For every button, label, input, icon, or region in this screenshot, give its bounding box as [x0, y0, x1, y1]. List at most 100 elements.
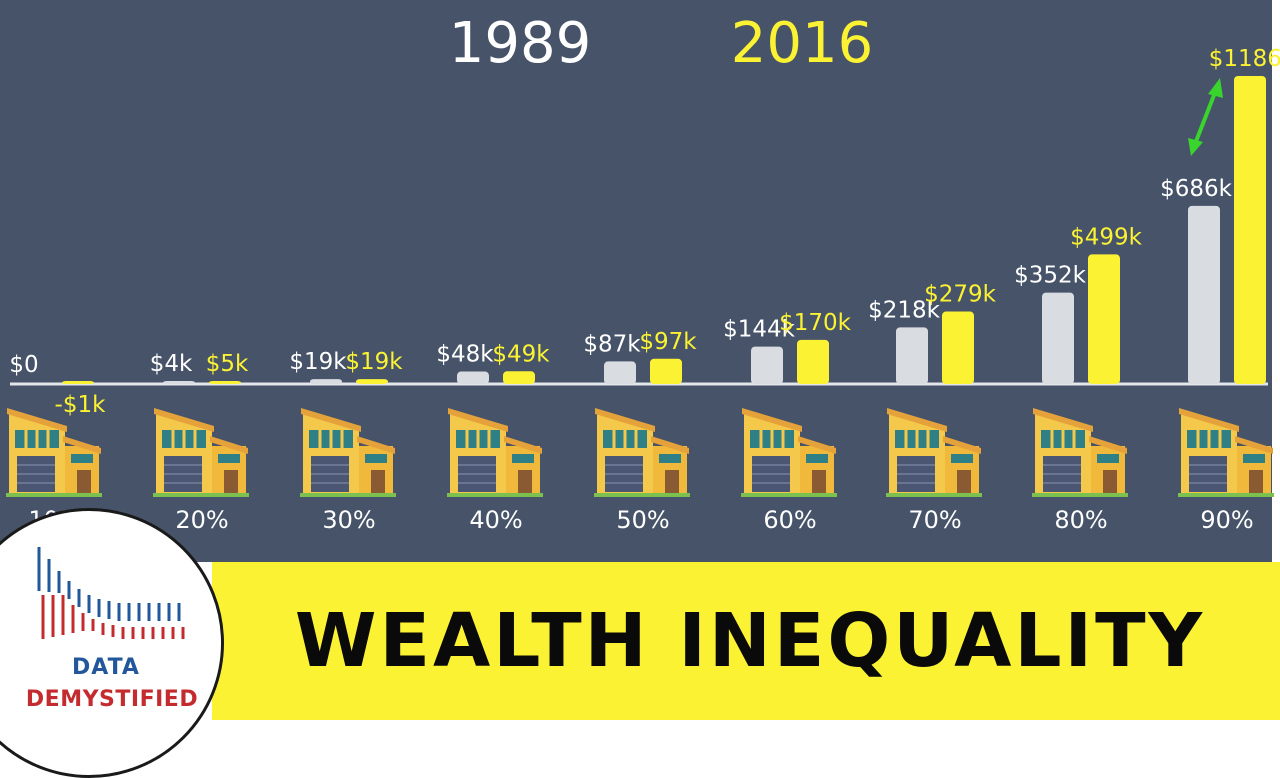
house-icon-side-roof: [63, 436, 101, 454]
label-1989-2: $19k: [289, 349, 347, 375]
house-icon: [1178, 408, 1274, 497]
label-2016-5: $170k: [779, 310, 852, 336]
house-icon-side-window: [659, 454, 681, 463]
label-1989-8: $686k: [1160, 176, 1233, 202]
house-icon-side-roof: [798, 436, 836, 454]
legend-2016: 2016: [731, 11, 874, 76]
house-icon-side-roof: [1089, 436, 1127, 454]
house-icon-side-window: [512, 454, 534, 463]
label-2016-6: $279k: [924, 282, 997, 308]
house-icon: [153, 408, 249, 497]
house-icon-main-roof: [1179, 408, 1239, 432]
house-icon-side-roof: [210, 436, 248, 454]
house-icon-grass: [1032, 493, 1128, 497]
house-icon: [594, 408, 690, 497]
label-2016-0: -$1k: [55, 392, 107, 418]
house-icon-grass: [1178, 493, 1274, 497]
tick-label-2: 30%: [322, 506, 375, 534]
label-1989-5: $144k: [723, 317, 796, 343]
house-icon-door: [224, 470, 238, 494]
bar-2016-8: [1234, 76, 1266, 384]
label-2016-7: $499k: [1070, 224, 1143, 250]
label-2016-8: $1186k: [1209, 46, 1280, 72]
house-icon-side-window: [365, 454, 387, 463]
label-1989-7: $352k: [1014, 263, 1087, 289]
house-icon-side-window: [71, 454, 93, 463]
house-icon: [447, 408, 543, 497]
label-2016-2: $19k: [345, 349, 403, 375]
house-icon-side-roof: [504, 436, 542, 454]
house-icon-door: [371, 470, 385, 494]
tick-label-4: 50%: [616, 506, 669, 534]
bar-1989-3: [457, 371, 489, 384]
bar-2016-2: [356, 379, 388, 384]
house-icon-grass: [300, 493, 396, 497]
arrow-shaft: [1193, 89, 1218, 145]
bar-1989-7: [1042, 292, 1074, 384]
house-icon-main-roof: [887, 408, 947, 432]
arrow-head-up: [1208, 78, 1223, 98]
logo-line1: DATA: [72, 655, 140, 680]
house-icon-door: [518, 470, 532, 494]
label-1989-0: $0: [9, 352, 38, 378]
house-icon: [6, 408, 102, 497]
house-icon-grass: [886, 493, 982, 497]
house-icon-main-roof: [7, 408, 67, 432]
logo-line2: DEMYSTIFIED: [25, 687, 199, 712]
data-demystified-logo: DATA DEMYSTIFIED: [0, 508, 224, 778]
label-2016-4: $97k: [639, 329, 697, 355]
house-icon-grass: [741, 493, 837, 497]
bar-2016-1: [209, 381, 241, 384]
bar-2016-6: [942, 311, 974, 384]
house-icon-grass: [447, 493, 543, 497]
house-icon-door: [957, 470, 971, 494]
bar-2016-3: [503, 371, 535, 384]
chart-panel: 19892016$0-$1k10%$4k$5k20%$19k$19k30%$48…: [0, 0, 1280, 562]
label-1989-6: $218k: [868, 297, 941, 323]
legend-1989: 1989: [449, 11, 592, 76]
title-banner: WEALTH INEQUALITY: [212, 562, 1280, 720]
bar-1989-8: [1188, 205, 1220, 384]
house-icon-side-window: [951, 454, 973, 463]
house-icon-main-roof: [742, 408, 802, 432]
bar-1989-1: [163, 381, 195, 384]
bar-2016-0: [62, 381, 94, 384]
banner-title: WEALTH INEQUALITY: [294, 598, 1206, 684]
label-2016-1: $5k: [206, 351, 249, 377]
tick-label-7: 80%: [1054, 506, 1107, 534]
bar-2016-5: [797, 339, 829, 384]
house-icon-grass: [153, 493, 249, 497]
house-icon-side-roof: [357, 436, 395, 454]
label-2016-3: $49k: [492, 341, 550, 367]
tick-label-5: 60%: [763, 506, 816, 534]
house-icon-side-window: [1243, 454, 1265, 463]
house-icon-door: [665, 470, 679, 494]
tick-label-1: 20%: [175, 506, 228, 534]
arrow-head-down: [1188, 138, 1203, 156]
label-1989-3: $48k: [436, 342, 494, 368]
label-1989-1: $4k: [150, 351, 193, 377]
label-1989-4: $87k: [583, 331, 641, 357]
bar-2016-7: [1088, 254, 1120, 384]
house-icon: [886, 408, 982, 497]
bar-1989-5: [751, 346, 783, 384]
house-icon: [300, 408, 396, 497]
house-icon-grass: [594, 493, 690, 497]
house-icon-side-window: [806, 454, 828, 463]
house-icon-main-roof: [1033, 408, 1093, 432]
inequality-arrow-icon: [1188, 78, 1223, 156]
house-icon-door: [812, 470, 826, 494]
house-icon-door: [1103, 470, 1117, 494]
house-icon-grass: [6, 493, 102, 497]
bar-1989-4: [604, 361, 636, 384]
house-icon-door: [77, 470, 91, 494]
house-icon-main-roof: [301, 408, 361, 432]
house-icon-side-roof: [651, 436, 689, 454]
house-icon: [741, 408, 837, 497]
house-icon-main-roof: [154, 408, 214, 432]
house-icon-side-window: [218, 454, 240, 463]
house-icon-door: [1249, 470, 1263, 494]
tick-label-8: 90%: [1200, 506, 1253, 534]
house-icon-side-window: [1097, 454, 1119, 463]
